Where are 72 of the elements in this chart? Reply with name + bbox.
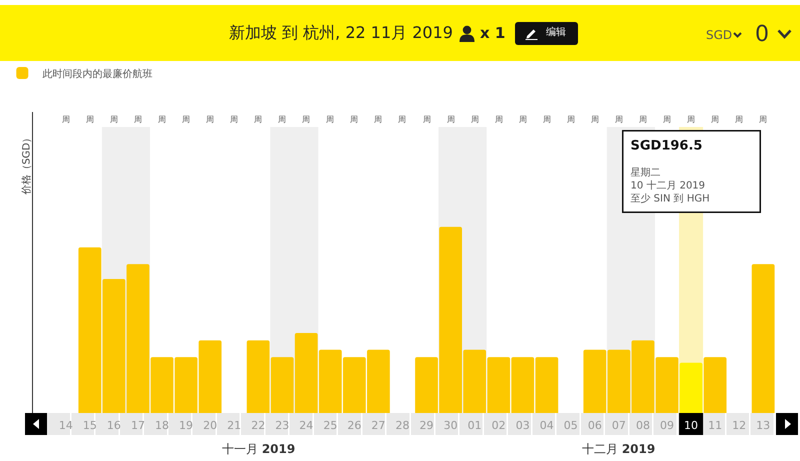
text: 周 (543, 115, 551, 124)
text: 周 (495, 115, 503, 124)
x-tick-label: 21 (227, 419, 242, 432)
bar (704, 357, 727, 413)
x-tick-label: 20 (203, 419, 218, 432)
x-tick-label: 18 (155, 419, 170, 432)
x-tick-label: 17 (130, 419, 145, 432)
x-tick-label: 02 (492, 419, 506, 432)
text: 周 (759, 115, 767, 124)
text: 周 (687, 115, 695, 124)
text: 周 (254, 115, 262, 124)
text: 周 (278, 115, 286, 124)
text: SGD (706, 28, 732, 42)
text: 周 (62, 115, 70, 124)
x-tick-label: 11 (708, 419, 722, 432)
text: 周 (326, 115, 334, 124)
text: 周 (447, 115, 455, 124)
text: 周 (423, 115, 431, 124)
y-axis-title: 价格（SGD） (20, 132, 33, 196)
text: 周 (591, 115, 599, 124)
text: 周 (663, 115, 671, 124)
text: 周 (735, 115, 743, 124)
x-tick-label: 22 (251, 419, 266, 432)
text: 周 (374, 115, 382, 124)
x-tick-label: 26 (347, 419, 362, 432)
text: 周 (350, 115, 358, 124)
text: 周 (158, 115, 166, 124)
x-tick-label: 03 (516, 419, 530, 432)
x-tick-label: 04 (540, 419, 554, 432)
text: 周 (110, 115, 118, 124)
text: 周 (519, 115, 527, 124)
x-tick-label: 05 (564, 419, 578, 432)
text: 周 (230, 115, 238, 124)
x-tick-label: 09 (660, 419, 674, 432)
x-tick-label: 19 (179, 419, 194, 432)
edit-button: 编辑 (515, 22, 578, 45)
x-tick-label: 06 (588, 419, 602, 432)
text: 周 (302, 115, 310, 124)
x-tick-label: 13 (756, 419, 770, 432)
x-tick-label: 15 (82, 419, 97, 432)
x-tick-label: 10 (684, 419, 698, 432)
x-tick-label: 28 (395, 419, 410, 432)
text: SGD196.5 星期二 10 十二月 2019 至少 SIN 到 HGH (630, 138, 710, 204)
x-tick-label: 23 (275, 419, 290, 432)
x-tick-label: 25 (323, 419, 338, 432)
text: 周 (86, 115, 94, 124)
text: 周 (471, 115, 479, 124)
text: 十二月 2019 (582, 442, 656, 456)
x-tick-label: 01 (468, 419, 482, 432)
text: 周 (134, 115, 142, 124)
x-tick-label: 29 (420, 419, 434, 432)
text: 周 (398, 115, 406, 124)
text: 周 (182, 115, 190, 124)
legend-label: 此时间段内的最廉价航班 (42, 68, 152, 80)
text: 周 (615, 115, 623, 124)
x-tick-label: 27 (371, 419, 386, 432)
text: 周 (206, 115, 214, 124)
text: 0 (755, 22, 769, 47)
text: 周 (567, 115, 575, 124)
text: 十一月 2019 (222, 442, 296, 456)
x-tick-label: 12 (732, 419, 746, 432)
text: x 1 (480, 24, 506, 42)
x-tick-label: 08 (636, 419, 650, 432)
text: 周 (639, 115, 647, 124)
bar (752, 264, 775, 413)
x-tick-label: 14 (58, 419, 73, 432)
chart-title: 新加坡 到 杭州, 22 11月 2019 (229, 23, 453, 42)
x-tick-label: 16 (106, 419, 121, 432)
x-tick-label: 30 (444, 419, 458, 432)
x-tick-label: 07 (612, 419, 626, 432)
text: 周 (711, 115, 719, 124)
x-tick-label: 24 (299, 419, 314, 432)
